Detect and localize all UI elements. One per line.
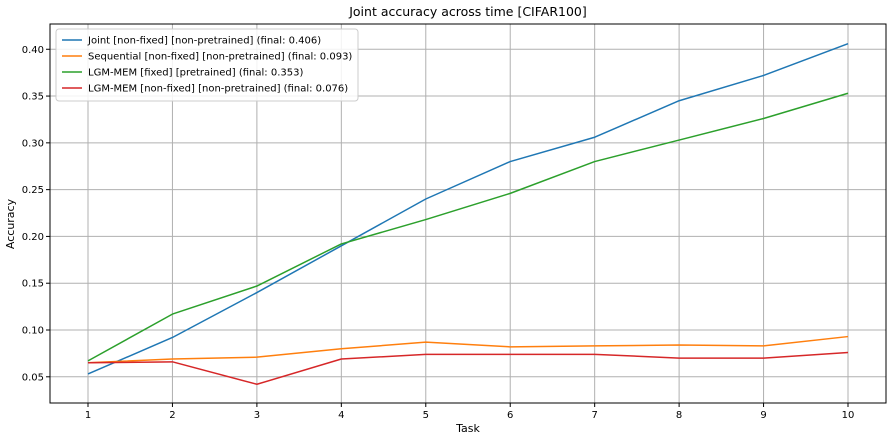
chart-title: Joint accuracy across time [CIFAR100]: [348, 4, 587, 19]
x-tick-label: 9: [760, 410, 766, 421]
x-axis-label: Task: [455, 422, 480, 435]
legend-box: [55, 28, 359, 102]
y-tick-label: 0.40: [22, 45, 44, 56]
y-tick-label: 0.20: [22, 232, 44, 243]
legend-label-3: LGM-MEM [fixed] [pretrained] (final: 0.3…: [88, 68, 303, 79]
series-line-1: [87, 42, 849, 375]
legend: Joint [non-fixed] [non-pretrained] (fina…: [55, 28, 359, 102]
x-tick-label: 2: [169, 410, 175, 421]
y-tick-label: 0.05: [22, 372, 44, 383]
x-tick-label: 8: [676, 410, 682, 421]
y-axis-label: Accuracy: [4, 198, 17, 249]
y-tick-label: 0.10: [22, 326, 44, 337]
y-tick-label: 0.15: [22, 279, 44, 290]
series-line-4: [87, 351, 849, 386]
legend-label-4: LGM-MEM [non-fixed] [non-pretrained] (fi…: [88, 84, 348, 95]
series-lines: [87, 42, 849, 386]
legend-label-1: Joint [non-fixed] [non-pretrained] (fina…: [87, 36, 321, 47]
x-tick-label: 4: [338, 410, 344, 421]
x-tick-label: 6: [507, 410, 513, 421]
y-tick-label: 0.35: [22, 92, 44, 103]
y-tick-label: 0.30: [22, 138, 44, 149]
x-tick-label: 5: [423, 410, 429, 421]
x-tick-label: 10: [842, 410, 855, 421]
axis-ticks: 1 2 3 4 5 6 7 8 9 10 0.05 0.10 0.15 0.20 0.25 0.30 0.35 0…: [22, 45, 855, 421]
series-line-3: [87, 92, 849, 362]
series-line-2: [87, 335, 849, 364]
plot-frame: [49, 23, 887, 404]
legend-label-2: Sequential [non-fixed] [non-pretrained] …: [88, 52, 352, 63]
x-tick-label: 7: [591, 410, 597, 421]
x-tick-label: 3: [254, 410, 260, 421]
y-tick-label: 0.25: [22, 185, 44, 196]
x-tick-label: 1: [85, 410, 91, 421]
grid-lines: [50, 24, 886, 403]
